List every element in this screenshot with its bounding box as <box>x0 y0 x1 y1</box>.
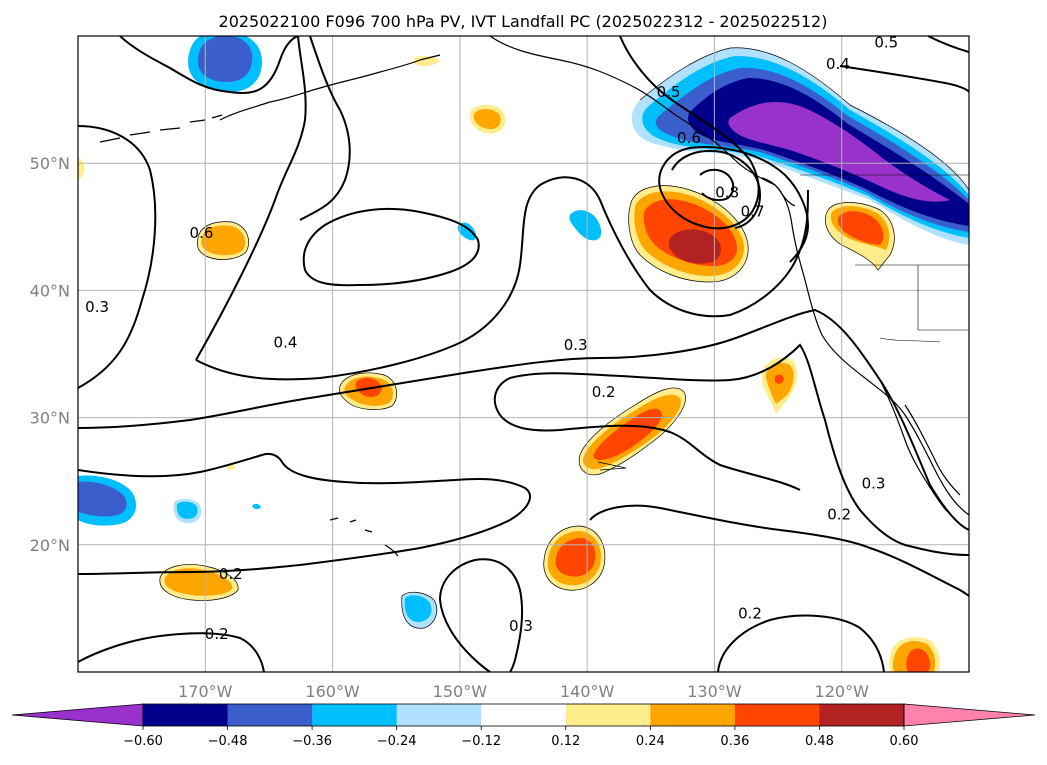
baja <box>879 379 949 513</box>
borders <box>800 174 969 343</box>
aleutians <box>99 114 223 143</box>
colorbar-tick-label: 0.12 <box>551 734 580 749</box>
contour-0.5-north <box>299 36 351 221</box>
contour-label: 0.7 <box>741 203 765 221</box>
pv-contours <box>78 36 969 672</box>
contour-label: 0.4 <box>274 334 298 352</box>
lon-tick-label: 170°W <box>178 682 233 701</box>
contour-0.5-pnw <box>619 36 810 263</box>
lat-tick-label: 40°N <box>30 281 70 300</box>
colorbar-segment <box>481 704 567 726</box>
negative-anomaly-small <box>569 210 602 241</box>
contour-label: 0.3 <box>862 475 886 493</box>
lon-tick-label: 150°W <box>433 682 488 701</box>
colorbar-extend-high <box>903 703 1036 727</box>
lat-tick-label: 50°N <box>30 154 70 173</box>
latitude-tick-labels: 20°N 30°N 40°N 50°N <box>30 154 70 555</box>
colorbar-segment <box>565 704 651 726</box>
contour-0.6-loop <box>302 207 480 287</box>
lon-tick-label: 120°W <box>815 682 870 701</box>
contour-label: 0.5 <box>657 83 681 101</box>
contour-0.8 <box>699 168 735 202</box>
colorbar-tick-label: −0.12 <box>461 734 501 749</box>
contour-label: 0.6 <box>190 224 214 242</box>
contour-0.3-mid <box>78 308 969 531</box>
colorbar-tick-label: 0.24 <box>636 734 665 749</box>
contour-0.2-se <box>717 614 885 672</box>
contour-label: 0.6 <box>677 129 701 147</box>
coastline <box>99 36 969 557</box>
contour-label: 0.2 <box>219 565 243 583</box>
map-area <box>78 36 969 672</box>
contour-0.3-south <box>589 504 969 597</box>
colorbar-segment <box>650 704 736 726</box>
gulf-of-california <box>904 404 961 496</box>
contour-0.2-south <box>78 452 531 575</box>
colorbar-tick-label: 0.48 <box>805 734 834 749</box>
shaded-anomalies <box>78 36 969 672</box>
hawaii <box>329 517 399 557</box>
alaska-coast <box>219 36 736 161</box>
lon-tick-label: 130°W <box>687 682 742 701</box>
contour-0.4-north <box>119 36 299 95</box>
contour-0.4-north-east <box>839 65 969 93</box>
colorbar-tick-label: −0.60 <box>123 734 163 749</box>
colorbar-segment <box>734 704 820 726</box>
contour-0.2-sw <box>78 632 265 672</box>
contour-0.7 <box>671 150 762 229</box>
contour-0.3-west <box>78 125 157 389</box>
vancouver-island <box>761 177 796 207</box>
contour-0.2-mid <box>493 343 969 556</box>
anomaly-outlines <box>159 47 969 629</box>
contour-labels: 0.5 0.4 0.5 0.6 0.80.7 0.6 0.3 0.4 0.3 0.2 0.3 0.2 0… <box>85 33 898 642</box>
map-frame <box>77 35 970 673</box>
colorbar-tick-label: 0.36 <box>720 734 749 749</box>
colorbar-segment <box>819 704 905 726</box>
lat-tick-label: 20°N <box>30 536 70 555</box>
contour-label: 0.2 <box>205 625 229 643</box>
contour-label: 0.8 <box>715 183 739 201</box>
contour-label: 0.2 <box>827 505 851 523</box>
map-title: 2025022100 F096 700 hPa PV, IVT Landfall… <box>219 12 828 31</box>
contour-0.5-ne <box>927 36 969 53</box>
contour-label: 0.2 <box>592 383 616 401</box>
contour-label: 0.2 <box>738 604 762 622</box>
colorbar-frame <box>142 703 905 727</box>
colorbar-segment <box>227 704 313 726</box>
colorbar-tick-label: −0.24 <box>377 734 417 749</box>
colorbar-segment <box>396 704 482 726</box>
colorbar-tick-label: 0.60 <box>890 734 919 749</box>
lon-tick-label: 160°W <box>305 682 360 701</box>
contour-label: 0.4 <box>826 55 850 73</box>
longitude-tick-labels: 170°W 160°W 150°W 140°W 130°W 120°W <box>178 682 869 701</box>
contour-0.4-loop <box>195 36 809 381</box>
contour-0.3-south-loop <box>439 558 524 672</box>
lat-tick-label: 30°N <box>30 409 70 428</box>
contour-label: 0.3 <box>509 617 533 635</box>
colorbar-tick-label: −0.48 <box>208 734 248 749</box>
colorbar-segment <box>312 704 398 726</box>
contour-label: 0.5 <box>874 33 898 51</box>
contour-label: 0.3 <box>85 298 109 316</box>
lon-tick-label: 140°W <box>560 682 615 701</box>
contour-label: 0.3 <box>564 336 588 354</box>
colorbar-tick-label: −0.36 <box>292 734 332 749</box>
colorbar: −0.60 −0.48 −0.36 −0.24 −0.12 0.12 0.24 0.36 0.4… <box>11 703 1036 749</box>
colorbar-segment <box>143 704 229 726</box>
contour-0.2-inner <box>499 414 801 491</box>
colorbar-extend-low <box>11 703 144 727</box>
